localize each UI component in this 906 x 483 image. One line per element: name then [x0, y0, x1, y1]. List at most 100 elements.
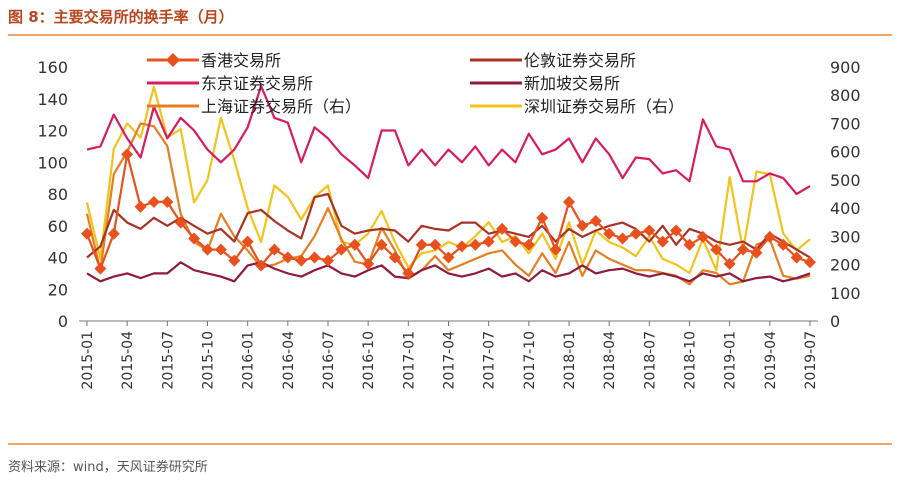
series-point-hk [549, 243, 562, 256]
series-point-hk [94, 262, 107, 275]
series-point-hk [308, 251, 321, 264]
series-point-hk [388, 251, 401, 264]
legend-label: 新加坡交易所 [524, 74, 620, 93]
series-point-hk [121, 148, 134, 161]
y-left-tick-label: 120 [37, 122, 68, 141]
series-point-hk [777, 238, 790, 251]
series-point-hk [281, 251, 294, 264]
series-point-hk [616, 232, 629, 245]
x-tick-label: 2016-10 [361, 331, 377, 390]
bottom-rule [8, 443, 892, 445]
figure-title: 图 8：主要交易所的换手率（月） [8, 8, 234, 26]
legend-label: 上海证券交易所（右） [201, 97, 361, 116]
legend-label: 伦敦证券交易所 [524, 51, 636, 70]
x-tick-label: 2019-01 [723, 331, 739, 390]
series-point-hk [750, 246, 763, 259]
series-point-hk [134, 200, 147, 213]
series-point-hk [723, 257, 736, 270]
series-point-hk [629, 227, 642, 240]
y-left-tick-label: 100 [37, 153, 68, 172]
y-left-tick-label: 40 [48, 249, 68, 268]
series-point-hk [241, 235, 254, 248]
y-left-tick-label: 140 [37, 90, 68, 109]
series-point-hk [322, 254, 334, 267]
x-tick-label: 2015-04 [120, 331, 136, 390]
series-point-hk [348, 238, 361, 251]
series-point-hk [107, 227, 120, 240]
x-tick-label: 2018-10 [683, 331, 699, 390]
x-tick-label: 2016-01 [241, 331, 257, 390]
y-right-tick-label: 0 [830, 312, 840, 331]
x-tick-label: 2017-01 [401, 331, 417, 390]
top-rule [8, 34, 892, 36]
y-left-tick-label: 60 [48, 217, 68, 236]
series-point-hk [496, 222, 509, 235]
x-tick-label: 2019-04 [763, 331, 779, 390]
series-point-hk [563, 195, 575, 208]
series-point-hk [214, 243, 227, 256]
series-point-hk [375, 238, 388, 251]
x-tick-label: 2018-04 [602, 331, 618, 390]
series-line-1 [86, 192, 811, 259]
y-left-tick-label: 80 [48, 185, 68, 204]
series-point-hk [455, 240, 468, 253]
series-point-hk [161, 195, 174, 208]
y-right-tick-label: 300 [830, 227, 861, 246]
series-point-hk [81, 227, 93, 240]
y-left-tick-label: 160 [37, 58, 68, 77]
series-point-hk [643, 224, 656, 237]
series-line-3 [86, 261, 811, 283]
series-point-hk [469, 238, 482, 251]
series-point-hk [790, 251, 803, 264]
series-point-hk [603, 227, 616, 240]
x-tick-label: 2016-04 [281, 331, 297, 390]
x-tick-label: 2015-07 [160, 331, 176, 390]
series-point-hk [482, 235, 495, 248]
series-point-hk [188, 232, 201, 245]
series-point-hk [174, 216, 187, 229]
legend-label: 深圳证券交易所（右） [524, 97, 684, 116]
series-point-hk [362, 257, 375, 270]
x-tick-label: 2019-07 [803, 331, 819, 390]
series-point-hk [415, 238, 428, 251]
series-point-hk [696, 230, 709, 243]
y-right-tick-label: 800 [830, 86, 861, 105]
series-point-hk [536, 211, 549, 224]
series-point-hk [576, 219, 589, 232]
series-point-hk [589, 214, 602, 227]
y-right-tick-label: 600 [830, 143, 861, 162]
series-point-hk [522, 238, 535, 251]
y-right-tick-label: 400 [830, 199, 861, 218]
series-point-hk [295, 254, 308, 267]
series-point-hk [268, 243, 281, 256]
chart-axes: 2015-01 2015-04 2015-07 2015-10 2016-01 2016-… [37, 58, 860, 390]
series-point-hk [710, 243, 723, 256]
y-right-tick-label: 900 [830, 58, 861, 77]
series-point-hk [201, 243, 214, 256]
chart-series [81, 84, 816, 286]
series-point-hk [429, 238, 442, 251]
x-tick-label: 2015-10 [201, 331, 217, 390]
series-point-hk [442, 251, 455, 264]
series-point-hk [683, 238, 696, 251]
series-point-hk [656, 235, 669, 248]
series-point-hk [804, 256, 816, 269]
series-point-hk [670, 224, 683, 237]
y-right-tick-label: 700 [830, 114, 861, 133]
series-point-hk [737, 243, 750, 256]
series-point-hk [763, 230, 776, 243]
x-tick-label: 2017-07 [482, 331, 498, 390]
x-tick-label: 2018-07 [642, 331, 658, 390]
series-point-hk [228, 254, 241, 267]
y-right-tick-label: 100 [830, 284, 861, 303]
y-left-tick-label: 20 [48, 280, 68, 299]
x-tick-label: 2017-10 [522, 331, 538, 390]
x-tick-label: 2015-01 [80, 331, 96, 390]
series-point-hk [255, 259, 268, 272]
y-right-tick-label: 200 [830, 256, 861, 275]
x-tick-label: 2016-07 [321, 331, 337, 390]
series-line-5 [85, 85, 811, 275]
series-point-hk [147, 195, 160, 208]
